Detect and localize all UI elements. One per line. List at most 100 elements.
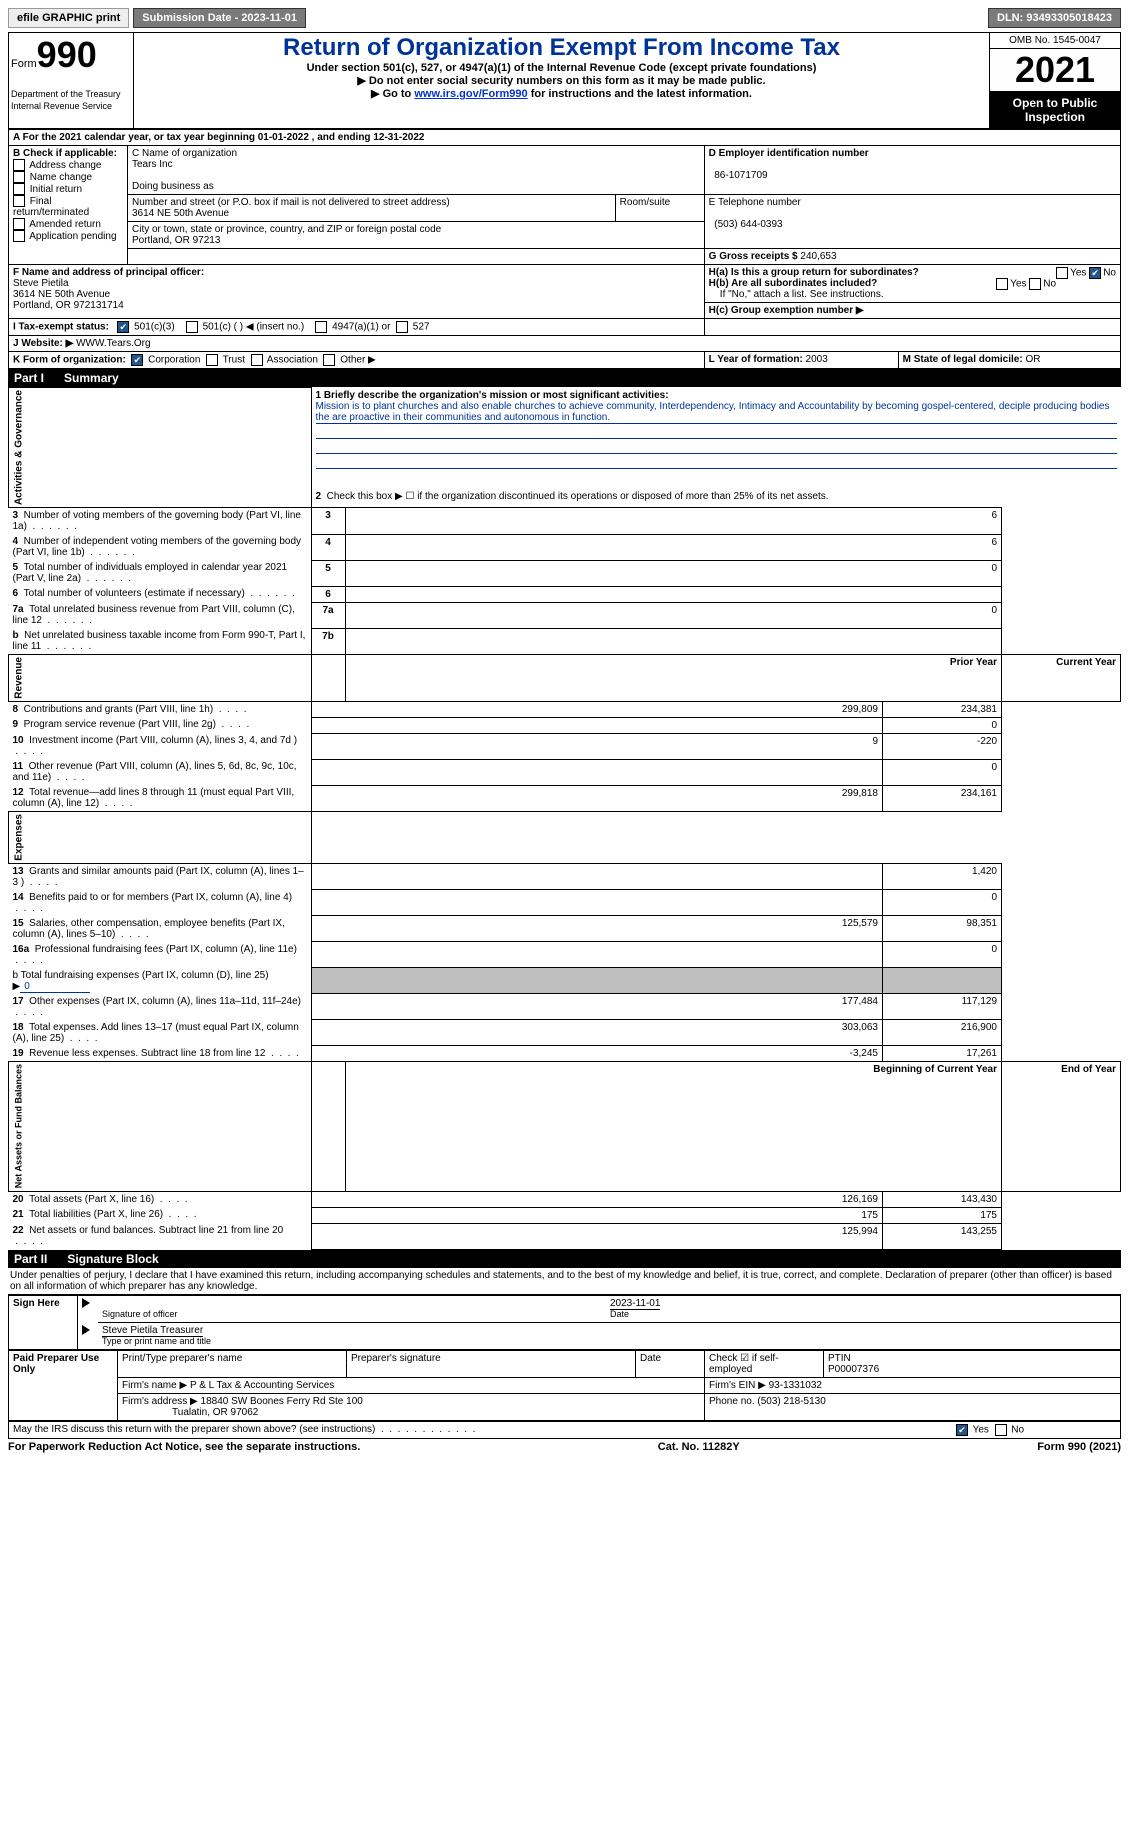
hb-label: H(b) Are all subordinates included? [709,278,878,289]
hb-note: If "No," attach a list. See instructions… [720,289,884,300]
declaration-text: Under penalties of perjury, I declare th… [8,1268,1121,1295]
begin-year-header: Beginning of Current Year [345,1062,1002,1191]
discuss-label: May the IRS discuss this return with the… [13,1424,375,1435]
ha-yes-checkbox[interactable] [1056,267,1068,279]
activities-gov-label: Activities & Governance [9,388,312,508]
firm-name: P & L Tax & Accounting Services [190,1380,334,1391]
end-year-header: End of Year [1002,1062,1121,1191]
revenue-label: Revenue [9,655,312,702]
expenses-label: Expenses [9,812,312,864]
form-word: Form [11,58,37,70]
sign-here-label: Sign Here [9,1295,78,1349]
form-org-label: K Form of organization: [13,355,126,366]
mission-blank1 [316,424,1117,439]
website-value: WWW.Tears.Org [73,338,150,349]
trust-checkbox[interactable] [206,354,218,366]
current-year-header: Current Year [1002,655,1121,702]
city-label: City or town, state or province, country… [132,224,441,235]
boxb-checkbox[interactable] [13,195,25,207]
goto-note: ▶ Go to www.irs.gov/Form990 for instruct… [136,87,987,100]
boxb-checkbox[interactable] [13,171,25,183]
part2-header: Part II Signature Block [8,1250,1121,1268]
officer-addr2: Portland, OR 972131714 [13,300,124,311]
footer-left: For Paperwork Reduction Act Notice, see … [8,1441,360,1453]
org-name: Tears Inc [132,159,173,170]
dept-treasury: Department of the Treasury [11,89,121,99]
prep-date-label: Date [640,1353,661,1364]
prep-name-label: Print/Type preparer's name [122,1353,242,1364]
gray-16b-c [883,968,1002,994]
gross-label: G Gross receipts $ [709,251,798,262]
tax-status-label: I Tax-exempt status: [13,322,109,333]
form-subtitle: Under section 501(c), 527, or 4947(a)(1)… [136,62,987,74]
officer-name: Steve Pietila [13,278,69,289]
box-b-title: B Check if applicable: [13,148,117,159]
ha-label: H(a) Is this a group return for subordin… [709,267,919,278]
paid-preparer-table: Paid Preparer Use Only Print/Type prepar… [8,1350,1121,1421]
discuss-yes-checkbox[interactable] [956,1424,968,1436]
501c3-checkbox[interactable] [117,321,129,333]
officer-label: F Name and address of principal officer: [13,267,204,278]
firm-addr2: Tualatin, OR 97062 [172,1407,258,1418]
street-address: 3614 NE 50th Avenue [132,208,229,219]
discuss-no-checkbox[interactable] [995,1424,1007,1436]
paid-prep-label: Paid Preparer Use Only [9,1350,118,1420]
firm-addr1: 18840 SW Boones Ferry Rd Ste 100 [201,1396,363,1407]
ssn-note: ▶ Do not enter social security numbers o… [136,74,987,87]
mission-label: 1 Briefly describe the organization's mi… [316,390,669,401]
officer-addr1: 3614 NE 50th Avenue [13,289,110,300]
signature-table: Sign Here Signature of officer 2023-11-0… [8,1295,1121,1350]
dba-label: Doing business as [132,181,214,192]
arrow-icon-2 [82,1325,90,1335]
open-inspection: Open to Public Inspection [990,92,1121,129]
line16b-val: 0 [20,981,90,993]
ptin-label: PTIN [828,1353,851,1364]
ha-no-checkbox[interactable] [1089,267,1101,279]
firm-ein-label: Firm's EIN ▶ [709,1380,766,1391]
arrow-icon [82,1298,90,1308]
boxb-checkbox[interactable] [13,230,25,242]
irs-link[interactable]: www.irs.gov/Form990 [414,88,527,100]
submission-date-label: Submission Date - 2023-11-01 [133,8,306,28]
ptin-value: P00007376 [828,1364,879,1375]
corp-checkbox[interactable] [131,354,143,366]
top-toolbar: efile GRAPHIC print Submission Date - 20… [8,8,1121,28]
boxb-checkbox[interactable] [13,159,25,171]
501c-checkbox[interactable] [186,321,198,333]
part1-header: Part I Summary [8,369,1121,387]
sig-officer-label: Signature of officer [102,1309,177,1319]
part2-num: Part II [14,1252,47,1266]
gray-16b-p [311,968,883,994]
phone-label: E Telephone number [709,197,801,208]
net-assets-label: Net Assets or Fund Balances [9,1062,312,1191]
year-formation-label: L Year of formation: [709,354,803,365]
website-label: J Website: ▶ [13,338,73,349]
room-label: Room/suite [620,197,671,208]
page-footer: For Paperwork Reduction Act Notice, see … [8,1441,1121,1453]
footer-right: Form 990 (2021) [1037,1441,1121,1453]
boxb-checkbox[interactable] [13,218,25,230]
irs-label: Internal Revenue Service [11,101,112,111]
city-value: Portland, OR 97213 [132,235,220,246]
tax-year: 2021 [990,49,1120,91]
efile-button[interactable]: efile GRAPHIC print [8,8,129,28]
mission-text: Mission is to plant churches and also en… [316,401,1117,424]
phone-value: (503) 644-0393 [714,219,782,230]
addr-label: Number and street (or P.O. box if mail i… [132,197,450,208]
hc-label: H(c) Group exemption number ▶ [709,305,864,316]
assoc-checkbox[interactable] [251,354,263,366]
527-checkbox[interactable] [396,321,408,333]
part1-title: Summary [64,371,119,385]
entity-info-table: A For the 2021 calendar year, or tax yea… [8,129,1121,369]
boxb-checkbox[interactable] [13,183,25,195]
ein-label: D Employer identification number [709,148,869,159]
other-checkbox[interactable] [323,354,335,366]
hb-no-checkbox[interactable] [1029,278,1041,290]
part1-num: Part I [14,371,44,385]
year-formation: 2003 [806,354,828,365]
4947-checkbox[interactable] [315,321,327,333]
name-label: C Name of organization [132,148,237,159]
prep-sig-label: Preparer's signature [351,1353,441,1364]
hb-yes-checkbox[interactable] [996,278,1008,290]
form-title: Return of Organization Exempt From Incom… [136,34,987,62]
